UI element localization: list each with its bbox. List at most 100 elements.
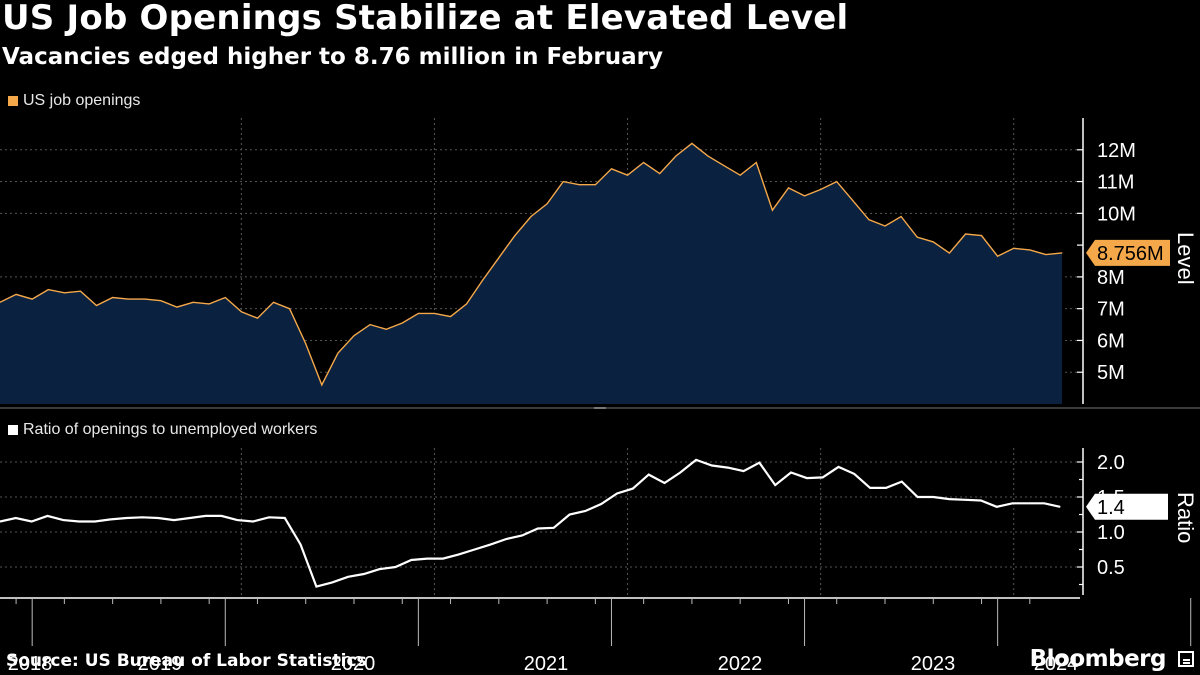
- data-point-ratio-59: [932, 496, 935, 498]
- data-point-ratio-6: [94, 520, 96, 523]
- data-point-ratio-44: [695, 459, 697, 461]
- data-point-ratio-62: [980, 499, 982, 502]
- data-point-job-openings-43: [691, 142, 693, 144]
- data-point-ratio-37: [584, 510, 586, 512]
- x-tick-label-2022: 2022: [718, 653, 763, 675]
- data-point-job-openings-31: [498, 257, 500, 259]
- data-point-ratio-3: [46, 515, 49, 517]
- data-point-job-openings-34: [546, 203, 548, 205]
- data-point-ratio-61: [964, 499, 966, 501]
- data-point-ratio-40: [632, 488, 634, 490]
- data-point-job-openings-65: [1045, 254, 1047, 256]
- legend-swatch-orange: [8, 96, 18, 106]
- data-point-job-openings-64: [1029, 249, 1031, 251]
- data-point-job-openings-46: [739, 174, 741, 176]
- legend-label-ratio: Ratio of openings to unemployed workers: [23, 421, 318, 438]
- data-point-ratio-39: [616, 492, 618, 495]
- data-point-job-openings-29: [466, 303, 468, 305]
- data-point-job-openings-51: [820, 189, 822, 190]
- y-tick-label-top-4: 10M: [1097, 203, 1136, 225]
- y-tick-label-top-2: 7M: [1097, 299, 1125, 321]
- y-tick-label-bottom-0: 0.5: [1097, 557, 1125, 579]
- data-point-job-openings-54: [868, 219, 870, 221]
- source-note: Source: US Bureau of Labor Statistics: [6, 651, 367, 671]
- data-point-job-openings-16: [256, 317, 258, 319]
- data-point-ratio-27: [426, 558, 428, 560]
- data-point-ratio-38: [600, 503, 602, 505]
- data-point-job-openings-24: [385, 328, 387, 330]
- legend-swatch-white: [8, 425, 18, 435]
- data-point-ratio-11: [173, 519, 175, 521]
- data-point-job-openings-53: [852, 200, 854, 202]
- data-point-job-openings-60: [964, 233, 966, 235]
- data-point-ratio-8: [125, 517, 128, 519]
- data-point-job-openings-49: [787, 187, 789, 189]
- data-point-job-openings-22: [353, 335, 355, 337]
- data-point-job-openings-38: [610, 168, 612, 170]
- brand-logo: Bloomberg: [1029, 646, 1167, 672]
- data-point-ratio-33: [521, 534, 523, 537]
- data-point-ratio-26: [410, 559, 412, 561]
- data-point-ratio-53: [837, 466, 840, 468]
- data-point-ratio-49: [774, 484, 776, 486]
- y-tick-label-top-5: 11M: [1097, 172, 1134, 194]
- data-point-ratio-35: [553, 527, 555, 529]
- data-point-job-openings-15: [240, 311, 242, 313]
- data-point-ratio-36: [568, 513, 571, 516]
- data-point-ratio-25: [394, 566, 397, 568]
- data-point-job-openings-63: [1013, 247, 1015, 249]
- data-point-job-openings-39: [627, 174, 629, 176]
- data-point-job-openings-23: [369, 324, 371, 326]
- data-point-job-openings-10: [160, 300, 162, 302]
- y-tick-label-top-6: 12M: [1097, 140, 1136, 162]
- data-point-job-openings-52: [836, 181, 838, 183]
- last-value-badge-level: [1086, 239, 1170, 266]
- data-point-job-openings-61: [981, 235, 983, 237]
- last-value-label-ratio: 1.4: [1097, 497, 1125, 519]
- data-point-ratio-31: [489, 544, 492, 546]
- data-point-job-openings-59: [948, 252, 950, 254]
- data-point-ratio-50: [790, 471, 792, 474]
- data-point-job-openings-21: [337, 352, 339, 354]
- data-point-ratio-19: [299, 544, 302, 546]
- data-point-ratio-10: [157, 517, 159, 519]
- data-point-job-openings-44: [707, 155, 709, 157]
- data-point-job-openings-7: [112, 297, 114, 299]
- data-point-job-openings-36: [578, 184, 580, 186]
- data-point-job-openings-42: [675, 155, 677, 157]
- data-point-ratio-24: [379, 568, 381, 570]
- data-point-job-openings-48: [771, 209, 773, 211]
- x-tick-label-2019: 2019: [138, 653, 183, 675]
- chart-title: US Job Openings Stabilize at Elevated Le…: [2, 0, 849, 38]
- data-point-ratio-57: [901, 481, 903, 483]
- series-line-ratio: [0, 458, 1061, 588]
- data-point-job-openings-2: [31, 298, 33, 300]
- data-point-job-openings-18: [289, 308, 291, 310]
- data-point-ratio-65: [1027, 502, 1029, 504]
- data-point-ratio-56: [885, 487, 887, 489]
- series-area-job-openings: [0, 143, 1062, 404]
- y-tick-label-top-3: 8M: [1097, 267, 1125, 289]
- data-point-ratio-60: [948, 498, 950, 500]
- data-point-ratio-55: [869, 487, 871, 489]
- data-point-ratio-4: [62, 519, 64, 521]
- y-tick-label-bottom-1: 1.0: [1097, 522, 1125, 544]
- data-point-ratio-21: [331, 581, 333, 584]
- data-point-ratio-67: [1059, 506, 1061, 508]
- data-point-job-openings-32: [514, 235, 516, 237]
- data-point-ratio-52: [822, 476, 824, 478]
- data-point-job-openings-26: [417, 312, 419, 314]
- data-point-ratio-54: [853, 473, 855, 475]
- data-point-job-openings-66: [1061, 252, 1063, 254]
- data-point-ratio-41: [648, 474, 650, 476]
- brand-icon: [1178, 651, 1194, 667]
- data-point-ratio-64: [1011, 502, 1014, 504]
- data-point-ratio-58: [917, 496, 919, 498]
- data-point-job-openings-9: [144, 298, 146, 300]
- last-value-label-level: 8.756M: [1097, 243, 1164, 265]
- data-point-job-openings-17: [273, 301, 275, 303]
- data-point-job-openings-27: [433, 312, 435, 314]
- y-tick-label-bottom-3: 2.0: [1097, 452, 1125, 474]
- data-point-job-openings-47: [755, 161, 757, 163]
